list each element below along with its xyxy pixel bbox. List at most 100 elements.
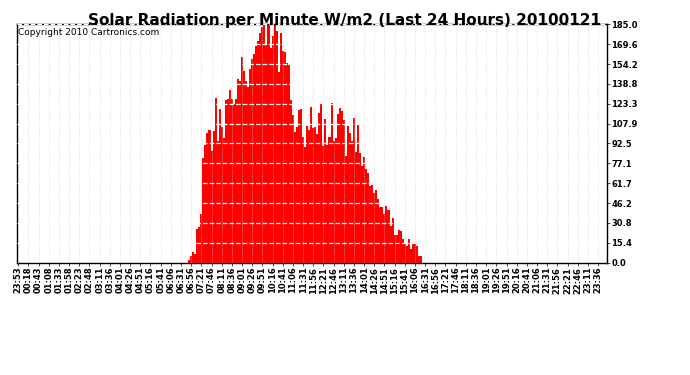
Bar — [204, 145, 206, 262]
Bar — [264, 24, 266, 262]
Bar — [257, 41, 259, 262]
Bar — [268, 24, 270, 262]
Bar — [239, 81, 241, 262]
Bar — [339, 108, 341, 262]
Bar — [288, 65, 290, 262]
Bar — [404, 244, 406, 262]
Bar — [306, 126, 308, 262]
Bar — [416, 246, 418, 262]
Bar — [331, 104, 333, 262]
Bar — [371, 185, 373, 262]
Bar — [198, 227, 200, 262]
Bar — [308, 130, 310, 262]
Bar — [373, 193, 375, 262]
Bar — [255, 46, 257, 262]
Bar — [402, 239, 404, 262]
Bar — [397, 230, 400, 262]
Bar — [324, 119, 326, 262]
Bar — [304, 147, 306, 262]
Bar — [231, 99, 233, 262]
Bar — [292, 115, 294, 262]
Bar — [320, 104, 322, 262]
Bar — [237, 79, 239, 262]
Bar — [406, 246, 408, 262]
Bar — [410, 249, 412, 262]
Bar — [388, 210, 390, 262]
Bar — [217, 141, 219, 262]
Bar — [380, 207, 382, 262]
Bar — [296, 127, 298, 262]
Bar — [353, 118, 355, 262]
Bar — [361, 166, 363, 262]
Bar — [367, 173, 369, 262]
Bar — [384, 214, 386, 262]
Bar — [351, 141, 353, 262]
Bar — [279, 33, 282, 262]
Bar — [202, 158, 204, 262]
Bar — [259, 33, 262, 262]
Bar — [266, 45, 268, 262]
Bar — [272, 36, 273, 262]
Bar — [223, 138, 225, 262]
Bar — [310, 107, 313, 262]
Bar — [349, 133, 351, 262]
Bar — [312, 128, 314, 262]
Bar — [318, 113, 320, 262]
Bar — [290, 100, 292, 262]
Bar — [395, 235, 397, 262]
Bar — [200, 214, 202, 262]
Bar — [418, 256, 420, 262]
Bar — [345, 156, 347, 262]
Bar — [210, 151, 213, 262]
Bar — [365, 169, 367, 262]
Bar — [386, 207, 388, 262]
Bar — [335, 138, 337, 262]
Bar — [412, 244, 414, 262]
Bar — [206, 133, 208, 262]
Bar — [377, 199, 380, 262]
Bar — [270, 48, 272, 262]
Bar — [188, 260, 190, 262]
Bar — [277, 72, 279, 262]
Bar — [213, 131, 215, 262]
Bar — [225, 100, 227, 262]
Bar — [227, 99, 229, 262]
Bar — [193, 252, 195, 262]
Bar — [241, 57, 243, 262]
Bar — [333, 141, 335, 262]
Bar — [229, 90, 231, 262]
Bar — [347, 126, 349, 262]
Bar — [328, 137, 331, 262]
Bar — [215, 98, 217, 262]
Bar — [322, 146, 324, 262]
Bar — [195, 254, 196, 262]
Bar — [316, 134, 318, 262]
Bar — [337, 114, 339, 262]
Bar — [408, 240, 410, 262]
Bar — [282, 51, 284, 262]
Bar — [235, 99, 237, 262]
Bar — [208, 130, 210, 262]
Bar — [363, 157, 365, 262]
Bar — [382, 207, 384, 262]
Bar — [196, 229, 198, 262]
Bar — [314, 127, 316, 262]
Bar — [262, 27, 264, 262]
Bar — [284, 52, 286, 262]
Bar — [300, 109, 302, 262]
Bar — [221, 127, 223, 262]
Bar — [357, 124, 359, 262]
Bar — [253, 54, 255, 262]
Bar — [245, 81, 247, 262]
Bar — [273, 24, 275, 262]
Bar — [190, 256, 193, 262]
Bar — [341, 111, 343, 262]
Bar — [251, 59, 253, 262]
Bar — [298, 110, 300, 262]
Bar — [400, 231, 402, 262]
Bar — [391, 218, 393, 262]
Bar — [219, 109, 221, 262]
Bar — [355, 152, 357, 262]
Bar — [286, 63, 288, 262]
Bar — [243, 71, 245, 262]
